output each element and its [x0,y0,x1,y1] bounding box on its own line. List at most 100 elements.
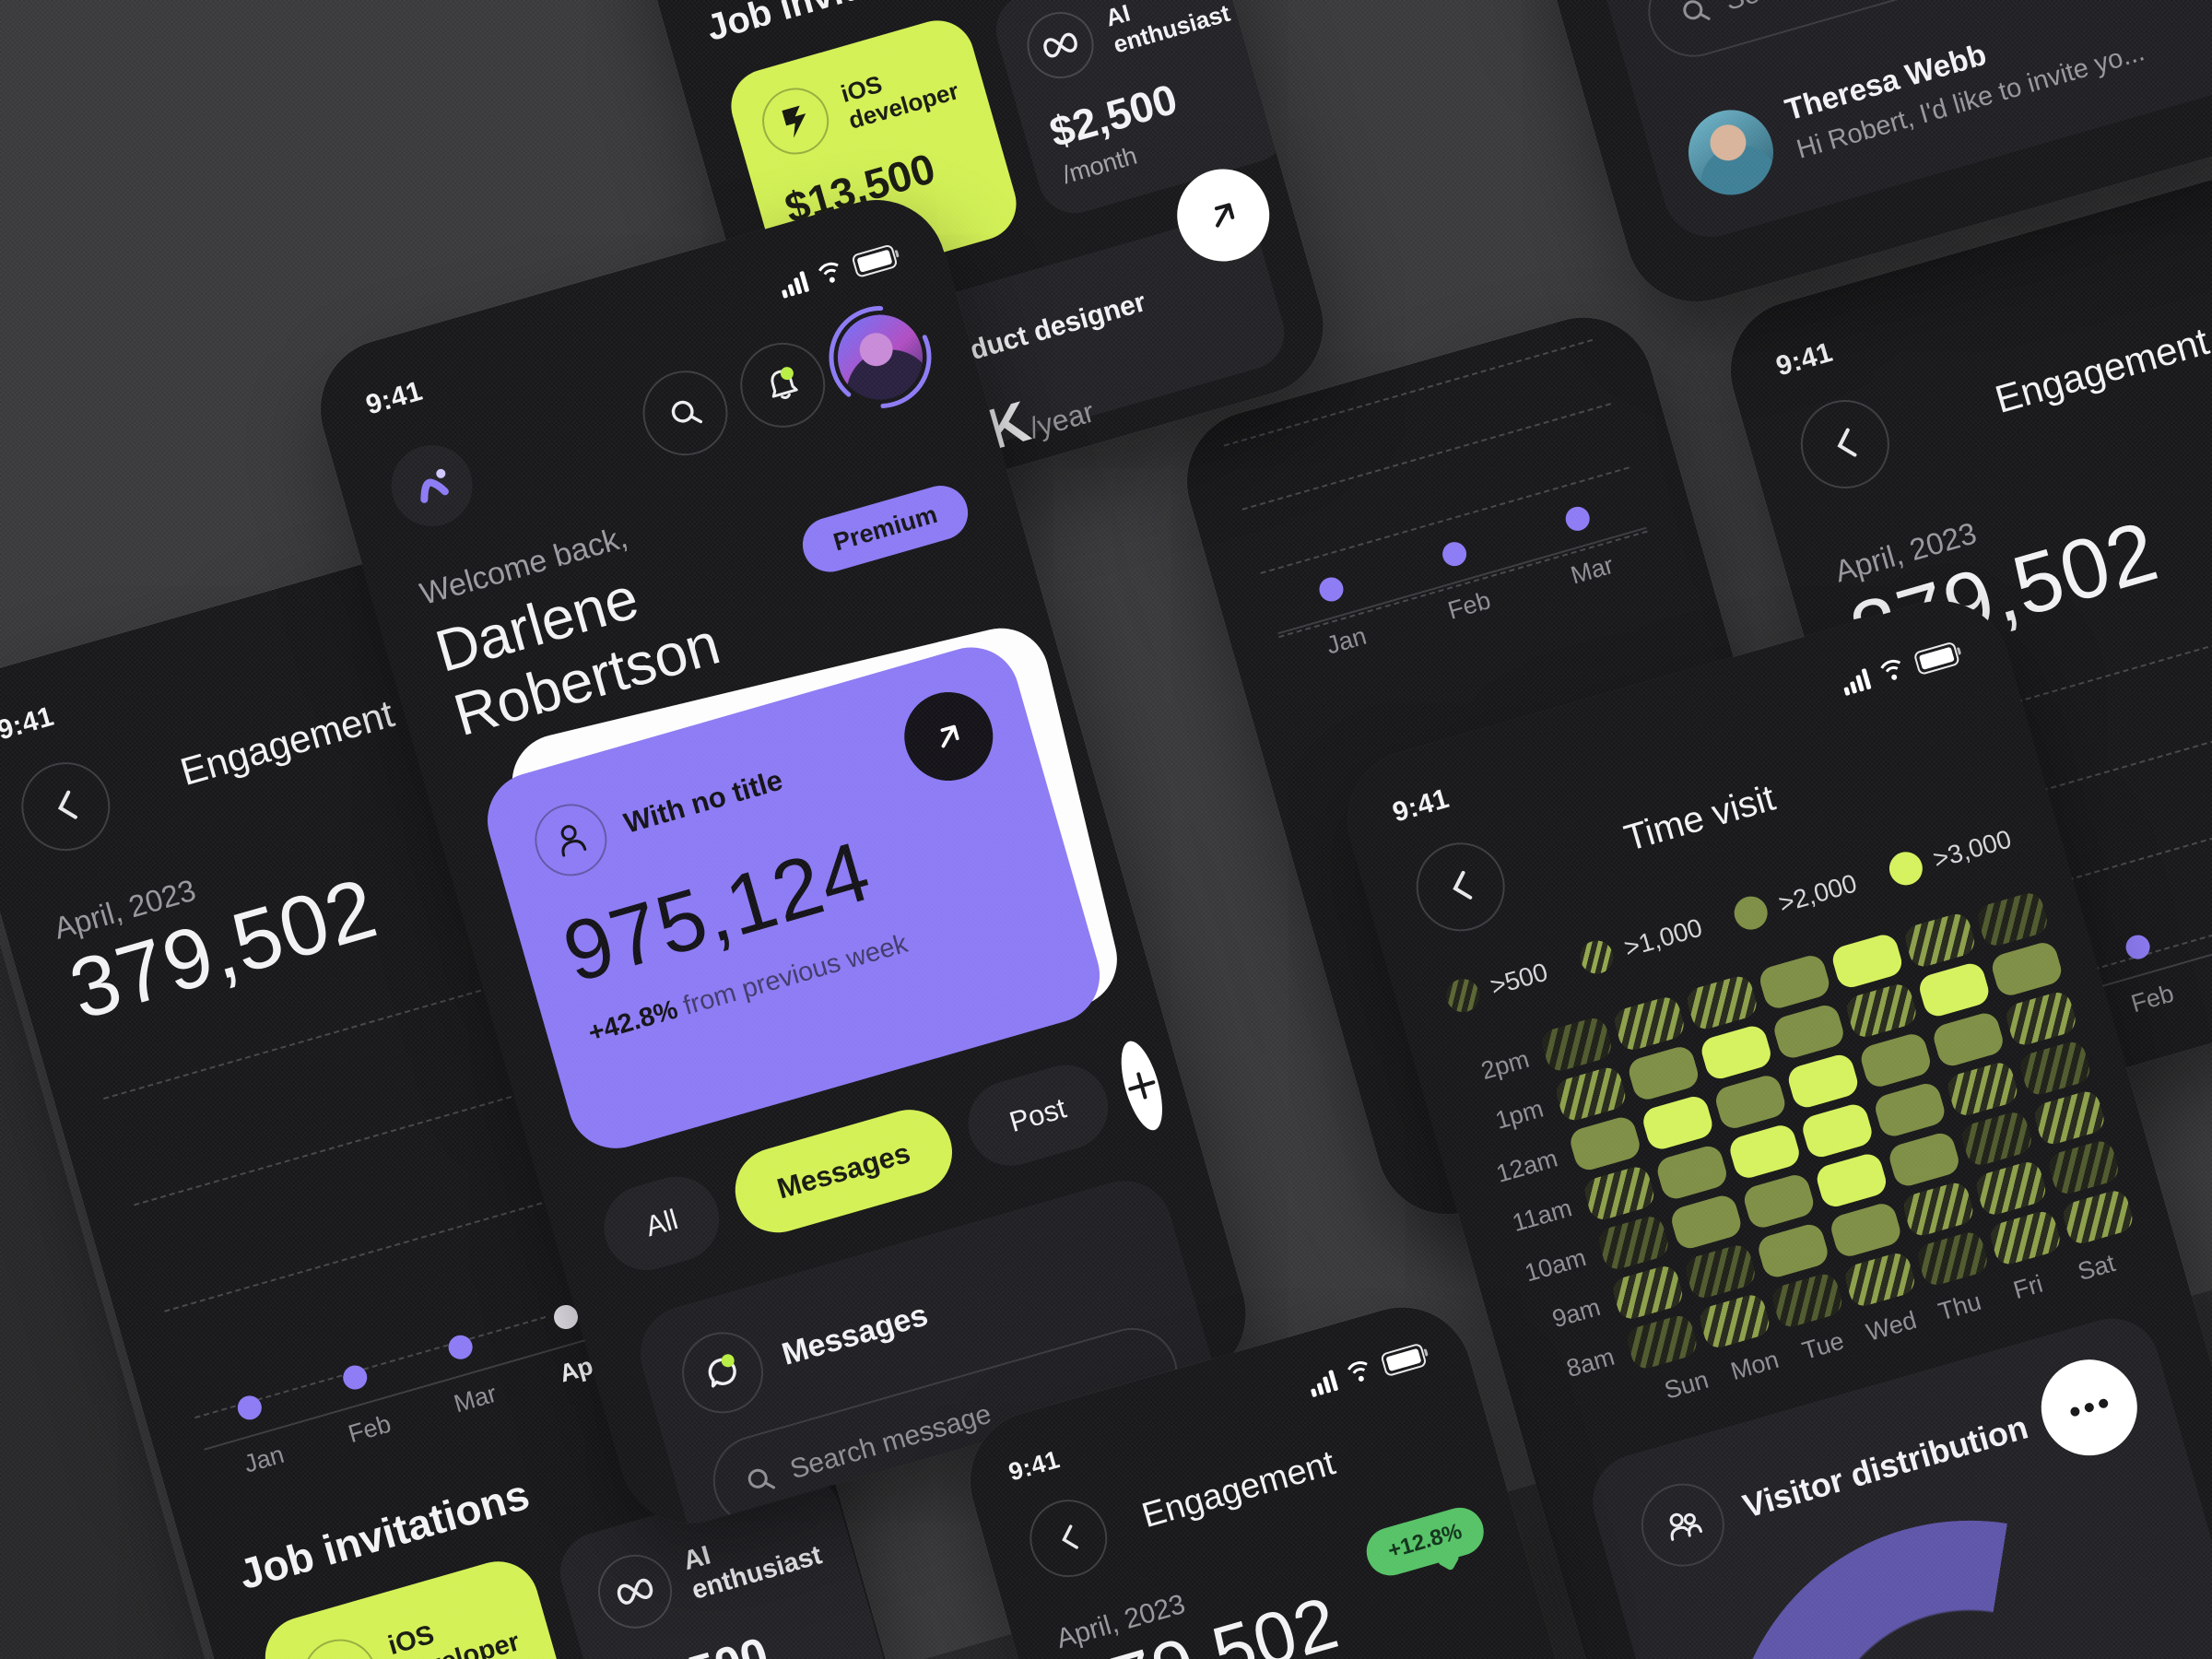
heatmap-col-label: Wed [1863,1305,1920,1347]
zig-logo-icon [294,1630,386,1659]
heatmap-cell [1623,1312,1700,1372]
signal-icon [1307,1369,1339,1398]
heatmap-cell [1771,1002,1847,1062]
heatmap-cell [1609,1263,1686,1323]
heatmap-cell [1988,939,2065,999]
sender-avatar [1678,100,1783,206]
chat-icon [672,1323,773,1424]
zig-logo-icon [754,79,837,162]
open-jobs-button[interactable] [1166,158,1281,273]
status-time: 9:41 [1389,782,1453,829]
legend-swatch [1885,848,1926,889]
job-card-ios[interactable]: iOS developer $13,500 /month [722,11,1025,299]
heatmap-cell [1667,1193,1744,1253]
search-input[interactable]: Search message [1637,0,2212,68]
heatmap-cell [1639,1093,1715,1153]
chart-dot [339,1362,371,1393]
search-button[interactable] [632,360,738,466]
add-button[interactable] [1112,1037,1171,1135]
month-label: Feb [2127,979,2177,1018]
avatar-ring [829,306,932,409]
heatmap-cell [1625,1043,1701,1103]
more-button[interactable] [2030,1347,2149,1467]
messages-title: Messages [778,1297,932,1372]
status-time: 9:41 [0,700,58,747]
month-label: Mar [451,1379,500,1418]
heatmap-cell [1841,1250,1918,1310]
messages-panel: Messages Search message 3 min Theresa We… [1564,0,2212,249]
heatmap-cell [1567,1113,1643,1174]
heatmap-cell [2059,1187,2136,1247]
messages-panel: Messages Search message 3 min Theresa We… [629,1170,1263,1540]
chart-dot [445,1332,476,1362]
job-card-ai[interactable]: AI enthusiast $2,500 /month [550,1465,900,1659]
infinity-icon [589,1546,681,1638]
battery-icon [1380,1342,1428,1378]
heatmap-cell [1886,1130,1962,1190]
legend-item: >1,000 [1576,912,1706,978]
heatmap-cell [1959,1109,2035,1169]
job-per: /year [1025,394,1099,445]
back-button[interactable] [1790,389,1900,500]
heatmap-cell [1974,889,2051,949]
job-card-ai[interactable]: AI enthusiast $2,500 /month [987,0,1296,222]
stat-label: With no title [620,763,787,841]
legend-label: >3,000 [1930,824,2015,875]
month-label: Feb [345,1409,394,1449]
stat-card[interactable]: With no title 975,124 +42.8% from previo… [476,636,1112,1160]
back-button[interactable] [1406,831,1516,942]
heatmap-cell [1682,1241,1759,1301]
heatmap-cell [1799,1100,1875,1161]
tab-messages[interactable]: Messages [725,1100,962,1243]
status-time: 9:41 [1772,336,1837,382]
signal-icon [1840,667,1872,697]
heatmap-cell [1987,1208,2063,1268]
heatmap-cell [1755,1221,1830,1281]
heatmap-cell [1552,1065,1629,1124]
heatmap-cell [1944,1059,2020,1119]
stat-open-button[interactable] [894,681,1004,792]
feed-tabs: All Messages Post [594,1037,1171,1284]
heatmap-cell [1843,981,1919,1041]
legend-swatch [1441,974,1484,1017]
profile-avatar[interactable] [828,304,933,410]
battery-icon [1912,641,1961,677]
chart-dot [2123,932,2153,962]
heatmap-col-label: Fri [2010,1269,2046,1305]
heatmap-cell [1915,960,1992,1020]
heatmap-col-label: Mon [1727,1345,1783,1386]
legend-item: >500 [1441,956,1552,1017]
heatmap-col-label: Tue [1798,1326,1848,1365]
tab-post[interactable]: Post [958,1055,1118,1177]
tab-all[interactable]: All [594,1166,730,1281]
legend-item: >2,000 [1730,867,1861,934]
heatmap-cell [1726,1122,1803,1182]
heatmap-col-label: Sat [2074,1249,2119,1287]
phone-engagement-right: 9:41 Engagement April, 2023 379,502 +12.… [1714,124,2212,1121]
wifi-icon [813,259,850,296]
heatmap-cell [2030,1088,2107,1148]
back-button[interactable] [10,751,121,862]
visitor-distribution-card: Visitor distribution 187,198 [1581,1307,2212,1659]
legend-item: >3,000 [1885,822,2015,889]
job-role: iOS developer [384,1619,524,1659]
phone-home: 9:41 [304,183,1263,1540]
legend-swatch [1576,936,1618,978]
chart-dot [1316,574,1347,605]
heatmap-cell [1696,1291,1772,1351]
notifications-button[interactable] [730,332,836,438]
heatmap-cell [1769,1271,1845,1331]
month-label: Jan [1323,621,1370,660]
stat-card-stack: With no title 975,124 +42.8% from previo… [476,618,1127,1160]
back-button[interactable] [1020,1490,1117,1587]
phone-jobs-top: JanFebMarAprMar Job invitations iOS deve… [419,0,1340,526]
search-input[interactable]: Search message [702,1317,1189,1537]
wifi-icon [1875,656,1912,693]
heatmap-cell [1901,911,1978,971]
heatmap-cell [1784,1052,1861,1112]
heatmap-cell [1829,931,1905,991]
legend-label: >2,000 [1775,868,1860,919]
search-placeholder: Search message [1722,0,1930,18]
job-role: AI enthusiast [679,1540,826,1606]
